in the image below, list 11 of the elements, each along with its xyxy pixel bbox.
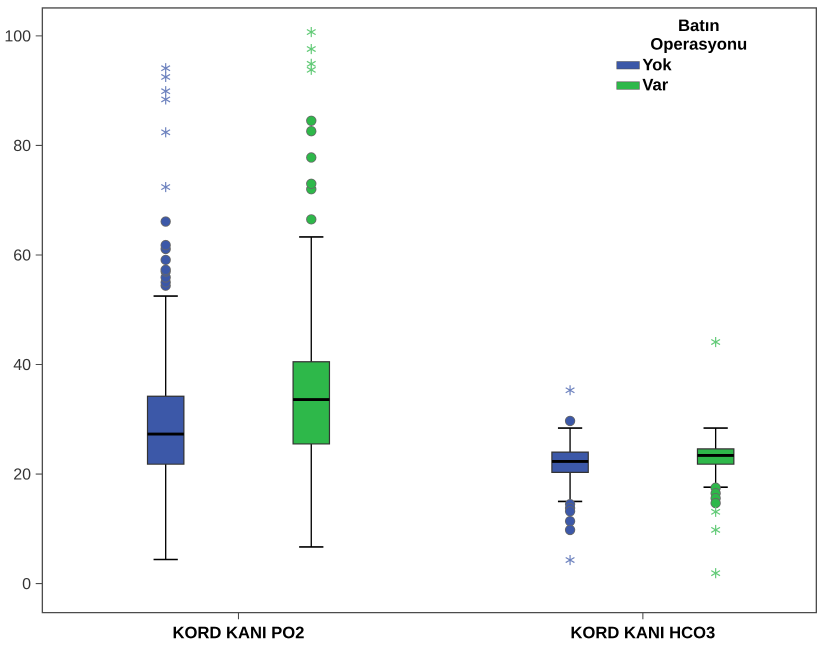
legend-label: Var [642,78,668,90]
y-tick-label: 40 [14,358,30,370]
y-tick-label: 0 [22,578,30,590]
x-tick-label: KORD KANI PO2 [174,626,304,638]
x-tick-label: KORD KANI HCO3 [572,626,715,638]
y-tick-label: 100 [6,30,30,42]
legend-label: Yok [642,58,672,70]
y-tick-label: 20 [14,468,30,480]
legend-title: Batın Operasyonu [651,19,746,53]
y-tick-label: 60 [14,249,30,260]
y-tick-label: 80 [14,140,30,151]
